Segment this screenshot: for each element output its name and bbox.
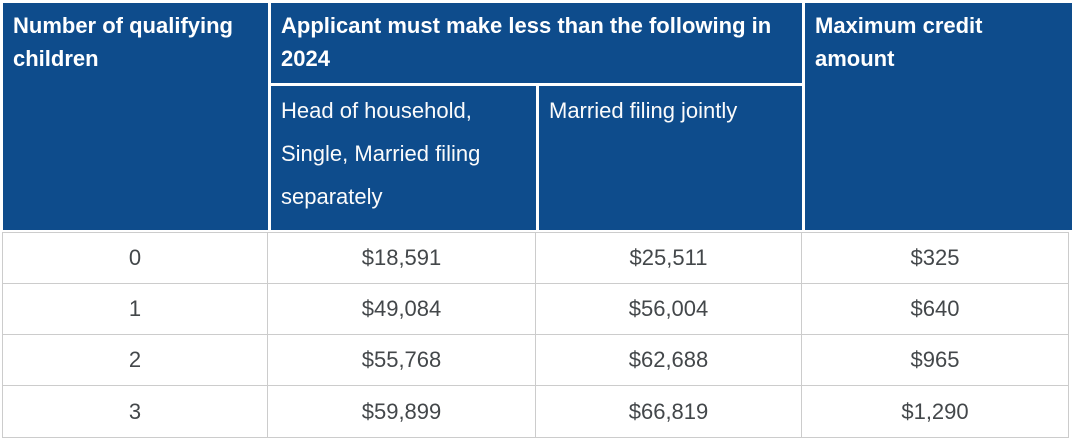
table-cell-hoh-single-mfs-limit-row1: $49,084 — [268, 284, 536, 335]
header-number-of-qualifying-children: Number of qualifying children — [3, 3, 268, 230]
subheader-head-of-household-single-mfs: Head of household, Single, Married filin… — [271, 86, 536, 230]
header-income-limit-2024: Applicant must make less than the follow… — [271, 3, 802, 83]
table-cell-mfj-limit-row2: $62,688 — [536, 335, 802, 386]
table-body: 0 $18,591 $25,511 $325 1 $49,084 $56,004 $640 2 $… — [2, 232, 1069, 438]
table-cell-mfj-limit-row1: $56,004 — [536, 284, 802, 335]
table-cell-children-row0: 0 — [3, 233, 268, 284]
table-cell-hoh-single-mfs-limit-row0: $18,591 — [268, 233, 536, 284]
table-header: Number of qualifying children Applicant … — [3, 3, 1072, 230]
table-cell-max-credit-row0: $325 — [802, 233, 1068, 284]
table-cell-hoh-single-mfs-limit-row3: $59,899 — [268, 386, 536, 437]
table-cell-max-credit-row1: $640 — [802, 284, 1068, 335]
table-cell-max-credit-row2: $965 — [802, 335, 1068, 386]
table-cell-mfj-limit-row3: $66,819 — [536, 386, 802, 437]
table-cell-max-credit-row3: $1,290 — [901, 398, 969, 424]
table-cell-children-row2: 2 — [3, 335, 268, 386]
table-cell-children-row3: 3 — [3, 386, 268, 437]
header-maximum-credit-amount: Maximum credit amount — [805, 3, 1072, 230]
subheader-married-filing-jointly: Married filing jointly — [539, 86, 802, 230]
table-cell-hoh-single-mfs-limit-row2: $55,768 — [268, 335, 536, 386]
table-cell-mfj-limit-row0: $25,511 — [536, 233, 802, 284]
table-cell-children-row1: 1 — [3, 284, 268, 335]
